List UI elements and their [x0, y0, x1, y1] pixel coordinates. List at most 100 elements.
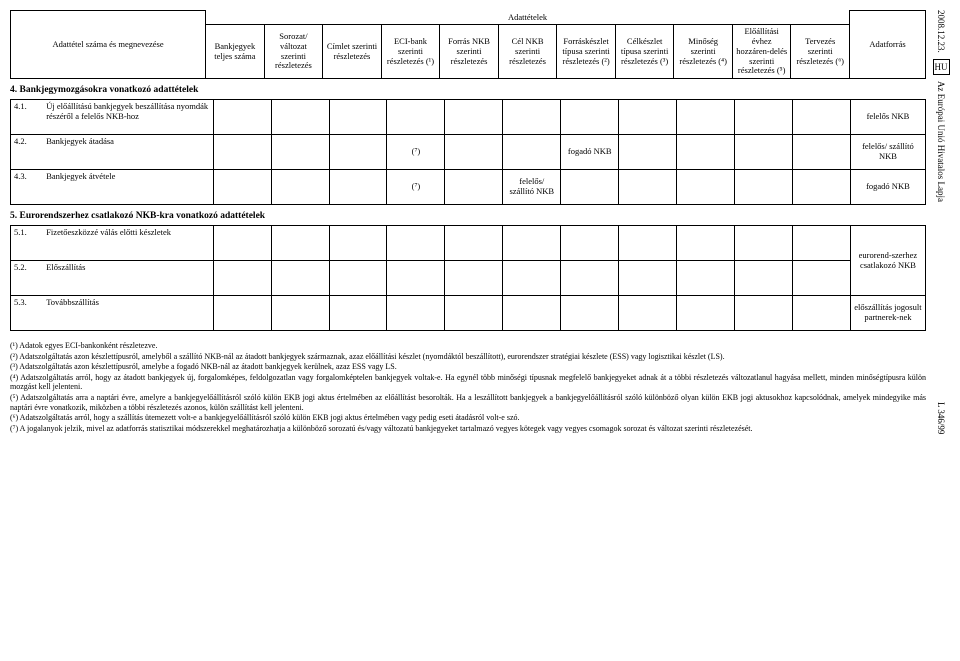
- table-row: 5.3.Továbbszállításelőszállítás jogosult…: [11, 296, 926, 331]
- side-journal: Az Európai Unió Hivatalos Lapja: [936, 81, 946, 402]
- footnote-line: (⁷) A jogalanyok jelzik, mivel az adatfo…: [10, 424, 926, 434]
- row-number: 4.3.: [11, 170, 44, 205]
- data-cell: (⁷): [387, 135, 445, 170]
- table-row: 4.2.Bankjegyek átadása (⁷) fogadó NKB felel…: [11, 135, 926, 170]
- data-cell: [792, 261, 850, 296]
- footnote-line: (⁴) Adatszolgáltatás arról, hogy az átad…: [10, 373, 926, 392]
- row-name: Bankjegyek átadása: [43, 135, 213, 170]
- section5-title: 5. Eurorendszerhez csatlakozó NKB-kra vo…: [10, 211, 926, 221]
- hdr-top: Adattételek: [206, 11, 850, 25]
- data-cell: [387, 226, 445, 261]
- data-cell: [677, 261, 735, 296]
- data-cell: [619, 296, 677, 331]
- source-cell: fogadó NKB: [850, 170, 925, 205]
- footnote-line: (¹) Adatok egyes ECI-bankonként részlete…: [10, 341, 926, 351]
- data-cell: [329, 226, 387, 261]
- data-cell: [503, 261, 561, 296]
- data-cell: felelős/ szállító NKB: [503, 170, 561, 205]
- table-row: 4.1.Új előállítású bankjegyek beszállítá…: [11, 100, 926, 135]
- section4-title: 4. Bankjegymozgásokra vonatkozó adattéte…: [10, 85, 926, 95]
- data-cell: [503, 296, 561, 331]
- footnote-line: (⁵) Adatszolgáltatás arra a naptári évre…: [10, 393, 926, 412]
- section4-grid: 4.1.Új előállítású bankjegyek beszállítá…: [10, 99, 926, 205]
- data-cell: [445, 135, 503, 170]
- data-cell: [445, 170, 503, 205]
- data-cell: [271, 170, 329, 205]
- side-hu: HU: [933, 59, 950, 75]
- data-cell: [503, 226, 561, 261]
- data-cell: [387, 100, 445, 135]
- data-cell: [677, 170, 735, 205]
- source-cell: felelős/ szállító NKB: [850, 135, 925, 170]
- data-cell: fogadó NKB: [561, 135, 619, 170]
- data-cell: [445, 100, 503, 135]
- row-name: Előszállítás: [43, 261, 213, 296]
- hdr-c10: Előállítási évhez hozzáren-delés szerint…: [732, 25, 791, 79]
- hdr-c6: Cél NKB szerinti részletezés: [498, 25, 557, 79]
- data-cell: [735, 135, 793, 170]
- hdr-c9: Minőség szerinti részletezés (⁴): [674, 25, 733, 79]
- row-number: 4.2.: [11, 135, 44, 170]
- table-row: 4.3.Bankjegyek átvétele(⁷)felelős/ száll…: [11, 170, 926, 205]
- data-cell: [792, 296, 850, 331]
- hdr-name: Adattétel száma és megnevezése: [11, 11, 206, 79]
- data-cell: [213, 296, 271, 331]
- data-cell: [213, 226, 271, 261]
- data-cell: [213, 170, 271, 205]
- data-cell: [445, 296, 503, 331]
- hdr-c7: Forráskészlet típusa szerinti részletezé…: [557, 25, 616, 79]
- hdr-c3: Címlet szerinti részletezés: [323, 25, 382, 79]
- data-cell: [619, 261, 677, 296]
- data-cell: [329, 100, 387, 135]
- source-cell: felelős NKB: [850, 100, 925, 135]
- data-cell: [387, 296, 445, 331]
- row-number: 5.2.: [11, 261, 44, 296]
- hdr-c1: Bankjegyek teljes száma: [206, 25, 265, 79]
- data-cell: [677, 226, 735, 261]
- data-cell: [271, 100, 329, 135]
- data-cell: [792, 100, 850, 135]
- data-cell: [503, 135, 561, 170]
- data-cell: [271, 226, 329, 261]
- data-cell: [213, 135, 271, 170]
- row-number: 4.1.: [11, 100, 44, 135]
- footnote-line: (²) Adatszolgáltatás azon készlettípusró…: [10, 352, 926, 362]
- data-cell: [561, 226, 619, 261]
- data-cell: [619, 170, 677, 205]
- data-cell: [561, 261, 619, 296]
- data-cell: [271, 135, 329, 170]
- hdr-src: Adatforrás: [849, 11, 925, 79]
- footnotes: (¹) Adatok egyes ECI-bankonként részlete…: [10, 341, 926, 433]
- row-number: 5.3.: [11, 296, 44, 331]
- data-cell: [677, 296, 735, 331]
- row-name: Új előállítású bankjegyek beszállítása n…: [43, 100, 213, 135]
- data-cell: [561, 100, 619, 135]
- side-pageref: L 346/99: [936, 402, 946, 434]
- data-cell: [213, 261, 271, 296]
- header-table: Adattétel száma és megnevezése Adattétel…: [10, 10, 926, 79]
- table-row: 5.2.Előszállítás: [11, 261, 926, 296]
- data-cell: [329, 135, 387, 170]
- data-cell: [329, 170, 387, 205]
- hdr-c11: Tervezés szerinti részletezés (⁶): [791, 25, 850, 79]
- data-cell: [619, 135, 677, 170]
- data-cell: [329, 261, 387, 296]
- data-cell: [792, 135, 850, 170]
- data-cell: [213, 100, 271, 135]
- footnote-line: (⁶) Adatszolgáltatás arról, hogy a száll…: [10, 413, 926, 423]
- hdr-c5: Forrás NKB szerinti részletezés: [440, 25, 499, 79]
- data-cell: [619, 100, 677, 135]
- side-margin: 2008.12.23. HU Az Európai Unió Hivatalos…: [932, 10, 950, 434]
- data-cell: [735, 170, 793, 205]
- section5-grid: 5.1.Fizetőeszközzé válás előtti készlete…: [10, 225, 926, 331]
- row-number: 5.1.: [11, 226, 44, 261]
- data-cell: [271, 261, 329, 296]
- data-cell: [329, 296, 387, 331]
- data-cell: [503, 100, 561, 135]
- data-cell: [271, 296, 329, 331]
- data-cell: [735, 100, 793, 135]
- source-cell: előszállítás jogosult partnerek-nek: [850, 296, 925, 331]
- row-name: Bankjegyek átvétele: [43, 170, 213, 205]
- side-date: 2008.12.23.: [936, 10, 946, 53]
- hdr-c8: Célkészlet típusa szerinti részletezés (…: [615, 25, 674, 79]
